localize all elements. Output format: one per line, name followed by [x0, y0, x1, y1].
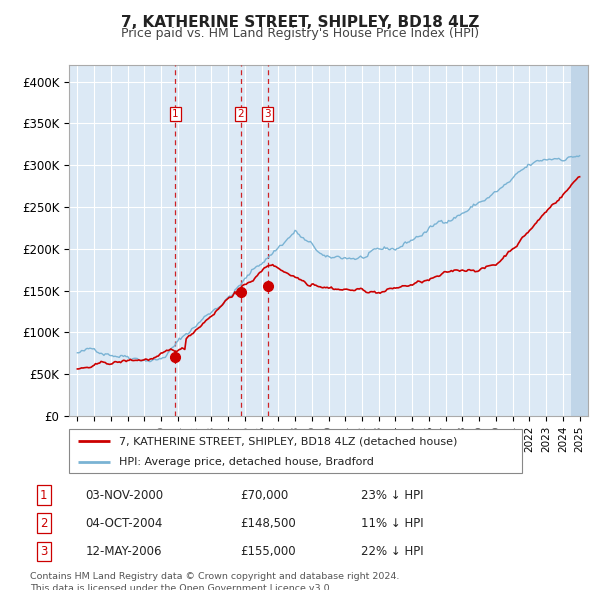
Text: Contains HM Land Registry data © Crown copyright and database right 2024.
This d: Contains HM Land Registry data © Crown c…: [30, 572, 400, 590]
FancyBboxPatch shape: [69, 429, 522, 473]
Text: 04-OCT-2004: 04-OCT-2004: [85, 517, 163, 530]
Text: 22% ↓ HPI: 22% ↓ HPI: [361, 545, 424, 558]
Text: 23% ↓ HPI: 23% ↓ HPI: [361, 489, 424, 502]
Text: 1: 1: [172, 109, 178, 119]
Text: HPI: Average price, detached house, Bradford: HPI: Average price, detached house, Brad…: [119, 457, 374, 467]
Text: 11% ↓ HPI: 11% ↓ HPI: [361, 517, 424, 530]
Text: £148,500: £148,500: [240, 517, 296, 530]
Text: 3: 3: [40, 545, 47, 558]
Text: Price paid vs. HM Land Registry's House Price Index (HPI): Price paid vs. HM Land Registry's House …: [121, 27, 479, 40]
Text: 2: 2: [40, 517, 47, 530]
Text: 3: 3: [264, 109, 271, 119]
Bar: [571, 65, 590, 416]
Text: £155,000: £155,000: [240, 545, 295, 558]
Text: 1: 1: [40, 489, 47, 502]
Text: 2: 2: [237, 109, 244, 119]
Text: 03-NOV-2000: 03-NOV-2000: [85, 489, 163, 502]
Text: £70,000: £70,000: [240, 489, 288, 502]
Text: 7, KATHERINE STREET, SHIPLEY, BD18 4LZ (detached house): 7, KATHERINE STREET, SHIPLEY, BD18 4LZ (…: [119, 437, 457, 446]
Text: 7, KATHERINE STREET, SHIPLEY, BD18 4LZ: 7, KATHERINE STREET, SHIPLEY, BD18 4LZ: [121, 15, 479, 30]
Text: 12-MAY-2006: 12-MAY-2006: [85, 545, 162, 558]
